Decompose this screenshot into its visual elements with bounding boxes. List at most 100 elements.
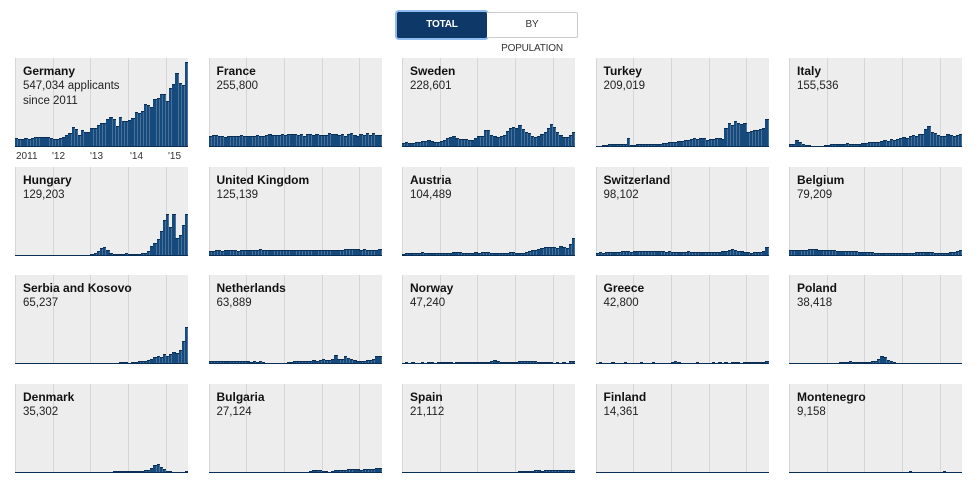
bar (943, 135, 947, 147)
year-gridline (902, 58, 904, 147)
year-gridline (670, 166, 672, 256)
bar (801, 144, 805, 147)
bar (420, 252, 425, 256)
bar (752, 130, 757, 147)
panel-united-kingdom[interactable]: United Kingdom 125,139 (208, 166, 382, 256)
bar (864, 142, 868, 147)
bar (217, 135, 222, 147)
bar (324, 250, 329, 256)
bar (299, 134, 304, 147)
bar (150, 245, 154, 256)
bar (340, 134, 344, 147)
bar (633, 144, 637, 147)
panel-sweden[interactable]: Sweden 228,601 (402, 58, 576, 147)
bar (515, 361, 519, 364)
bar (243, 250, 247, 256)
x-tick-label: 2011 (16, 151, 38, 162)
panel-finland[interactable]: Finland 14,361 (595, 383, 769, 473)
bar (939, 135, 944, 147)
bar (368, 249, 373, 256)
bar (337, 358, 341, 364)
bar (181, 84, 186, 147)
bar (96, 250, 101, 256)
x-tick-label: '13 (90, 151, 104, 162)
panel-france[interactable]: France 255,800 (208, 58, 382, 147)
bar (518, 125, 522, 147)
bar (424, 252, 428, 256)
bar (147, 359, 151, 364)
panel-switzerland[interactable]: Switzerland 98,102 (595, 166, 769, 256)
bar (512, 361, 516, 364)
bar (518, 361, 522, 364)
bar (927, 125, 931, 147)
bar (169, 354, 173, 364)
by-population-button[interactable]: BY POPULATION (487, 12, 578, 54)
panel-denmark[interactable]: Denmark 35,302 (15, 383, 189, 473)
year-gridline (246, 383, 248, 473)
panel-poland[interactable]: Poland 38,418 (789, 275, 963, 364)
bar (239, 361, 244, 364)
panel-bulgaria[interactable]: Bulgaria 27,124 (208, 383, 382, 473)
bar (372, 358, 376, 364)
bar (287, 250, 291, 256)
bar (287, 361, 291, 364)
bar (527, 133, 532, 147)
year-gridline (128, 383, 130, 473)
panel-hungary[interactable]: Hungary 129,203 (15, 166, 189, 256)
panel-spain[interactable]: Spain 21,112 (402, 383, 576, 473)
year-gridline (52, 383, 54, 473)
bar (620, 251, 624, 256)
bar (261, 361, 266, 364)
country-name: Italy (797, 64, 822, 78)
country-name: France (216, 64, 256, 78)
panel-norway[interactable]: Norway 47,240 (402, 275, 576, 364)
baseline (595, 146, 769, 147)
bar (711, 138, 716, 147)
bar (337, 250, 341, 256)
year-gridline (165, 383, 167, 473)
bar (855, 144, 859, 147)
bar (43, 137, 47, 147)
bar (562, 470, 566, 473)
bar (749, 252, 753, 256)
panel-italy[interactable]: Italy 155,536 (789, 58, 963, 147)
bar (623, 144, 628, 147)
bar (829, 250, 834, 256)
bar (823, 250, 827, 256)
bar (817, 249, 821, 256)
bar (537, 361, 541, 364)
bar (293, 250, 297, 256)
year-gridline (439, 383, 441, 473)
bar (552, 470, 557, 473)
panel-montenegro[interactable]: Montenegro 9,158 (789, 383, 963, 473)
country-name: Germany (23, 64, 76, 78)
bar (137, 361, 142, 364)
bar (249, 361, 253, 364)
bar (534, 470, 538, 473)
bar (433, 253, 437, 256)
panel-belgium[interactable]: Belgium 79,209 (789, 166, 963, 256)
panel-greece[interactable]: Greece 42,800 (595, 275, 769, 364)
bar (924, 251, 928, 256)
bar (233, 136, 237, 147)
bar (230, 250, 234, 256)
year-gridline (208, 58, 210, 147)
bar (721, 138, 725, 147)
bar (949, 252, 953, 256)
panel-turkey[interactable]: Turkey 209,019 (595, 58, 769, 147)
bar (746, 132, 750, 147)
panel-serbia-and-kosovo[interactable]: Serbia and Kosovo 65,237 (15, 275, 189, 364)
panel-netherlands[interactable]: Netherlands 63,889 (208, 275, 382, 364)
bar (214, 250, 219, 256)
panel-austria[interactable]: Austria 104,489 (402, 166, 576, 256)
bar (711, 252, 716, 256)
bar (372, 250, 376, 256)
panel-germany[interactable]: Germany 547,034 applicants since 2011 (15, 58, 189, 147)
country-name: Poland (797, 281, 838, 295)
bar (870, 141, 875, 147)
bar (147, 250, 151, 256)
baseline (402, 254, 575, 256)
bar (762, 127, 766, 147)
bar (90, 128, 94, 147)
total-number-button[interactable]: TOTAL NUMBER (397, 12, 487, 54)
